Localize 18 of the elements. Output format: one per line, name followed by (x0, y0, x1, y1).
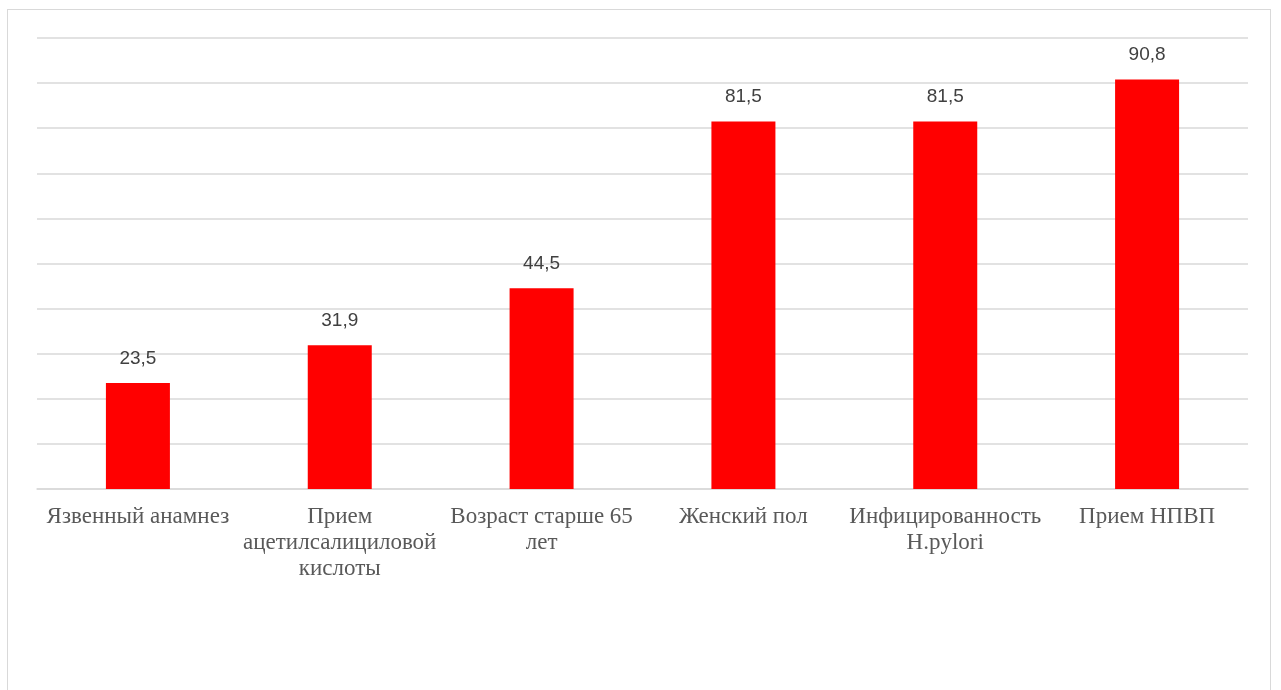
data-label: 23,5 (119, 347, 157, 369)
bar (307, 345, 372, 489)
bar (105, 383, 170, 489)
x-tick-label: Язвенный анамнез (46, 502, 230, 528)
data-label: 81,5 (926, 85, 964, 107)
x-tick-label: Прием НПВП (1079, 502, 1216, 528)
data-label: 44,5 (523, 252, 561, 274)
bar (1115, 79, 1180, 489)
data-label: 31,9 (321, 309, 359, 331)
x-tick-label: Инфицированность H.pylori (849, 502, 1042, 554)
x-tick-label: Прием ацетилсалициловой кислоты (243, 502, 437, 580)
x-tick-label: Женский пол (679, 502, 808, 528)
bar (913, 121, 978, 489)
x-tick-label: Возраст старше 65 лет (450, 502, 633, 554)
bar (509, 288, 574, 489)
bar (711, 121, 776, 489)
data-label: 81,5 (724, 85, 762, 107)
data-label: 90,8 (1128, 43, 1166, 65)
